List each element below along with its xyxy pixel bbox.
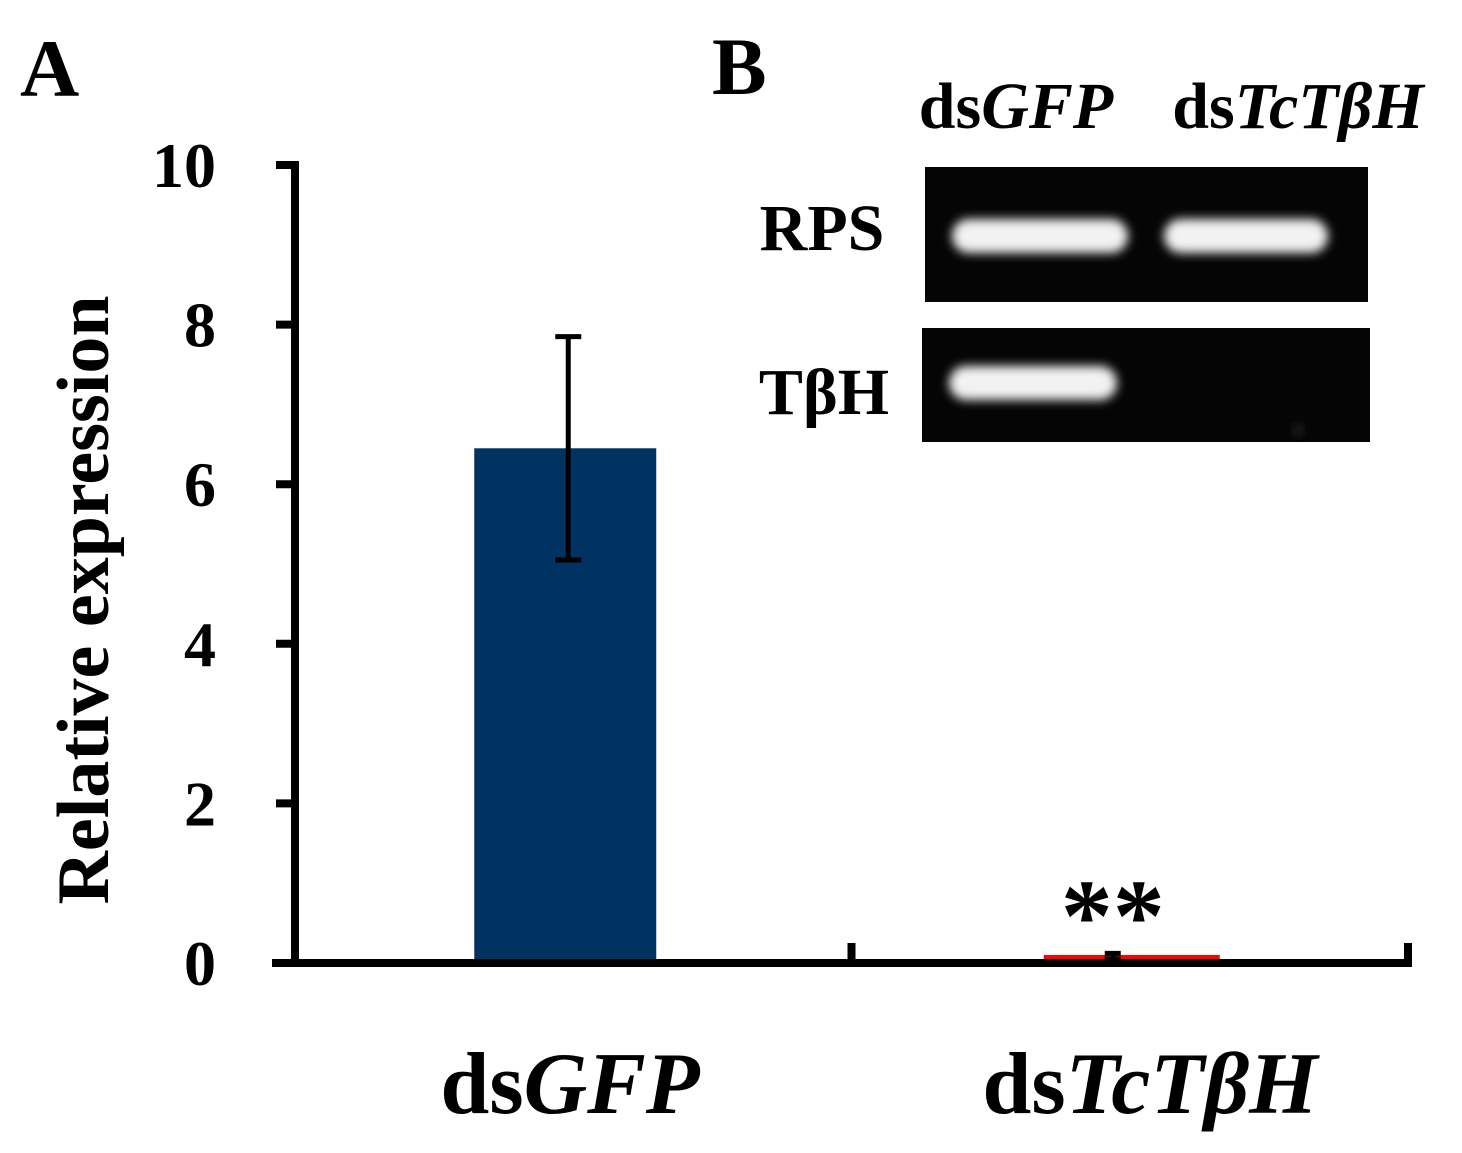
x-ticks-group bbox=[847, 943, 1412, 963]
gel-band bbox=[952, 219, 1128, 253]
y-tick-label: 8 bbox=[184, 290, 216, 361]
y-axis-title: Relative expression bbox=[43, 295, 125, 904]
y-tick-label: 10 bbox=[152, 130, 216, 201]
bars-group bbox=[474, 448, 1220, 959]
bar bbox=[1043, 955, 1220, 959]
gel-row-label-rps: RPS bbox=[760, 192, 885, 265]
gel-band bbox=[1164, 219, 1328, 253]
panel-b-label: B bbox=[712, 21, 767, 112]
y-tick-labels-group: 0 2 4 6 8 10 bbox=[152, 130, 216, 999]
y-ticks-group bbox=[276, 161, 295, 967]
y-tick-label: 4 bbox=[184, 609, 216, 680]
bar bbox=[474, 448, 657, 959]
gel-lane-label-2: dsTcTβH bbox=[1172, 70, 1426, 143]
y-tick-label: 6 bbox=[184, 449, 216, 520]
gel-band bbox=[949, 366, 1117, 400]
gel-bands-group bbox=[949, 219, 1328, 400]
gel-lane-label-1: dsGFP bbox=[919, 70, 1114, 143]
x-category-label-2: dsTcTβH bbox=[982, 1036, 1320, 1133]
bar-chart: 0 2 4 6 8 10 ** bbox=[152, 130, 1412, 999]
gel-image-inset: dsGFP dsTcTβH RPS TβH bbox=[759, 70, 1426, 442]
x-category-label-1: dsGFP bbox=[440, 1036, 700, 1133]
y-tick-label: 2 bbox=[184, 768, 216, 839]
annotations-group: ** bbox=[1061, 859, 1165, 974]
gel-row-label-tbh: TβH bbox=[759, 356, 889, 429]
y-tick-label: 0 bbox=[184, 928, 216, 999]
gel-speck bbox=[1293, 425, 1303, 435]
significance-marker: ** bbox=[1061, 859, 1165, 974]
panel-a-label: A bbox=[20, 23, 79, 114]
